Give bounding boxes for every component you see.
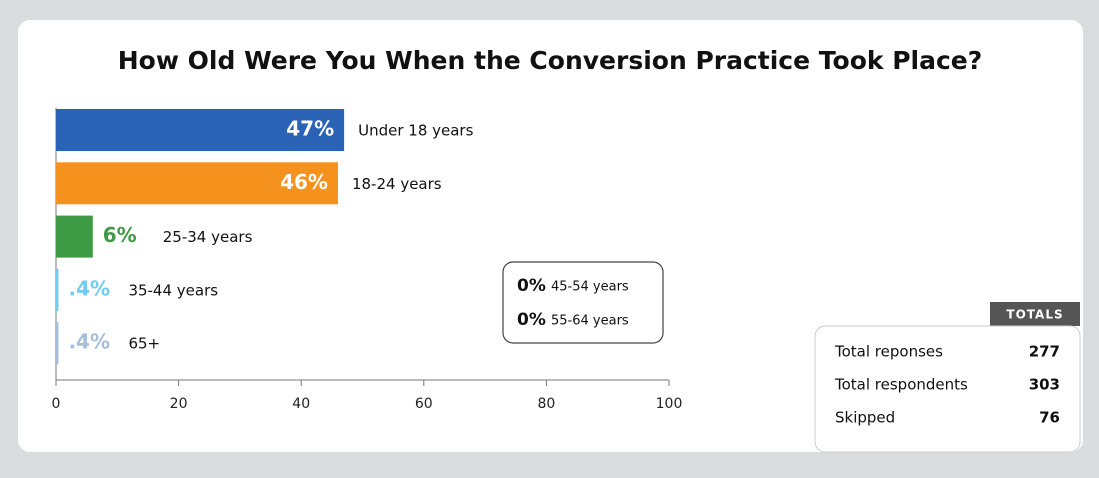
x-tick-label: 20 [170,396,188,412]
x-tick-label: 60 [415,396,433,412]
bar [56,109,345,151]
value-label: 47% [286,117,334,141]
category-label: Under 18 years [358,122,473,140]
category-label: 35-44 years [128,281,218,299]
x-tick-label: 80 [537,396,555,412]
totals-value: 76 [1039,409,1060,427]
bar [56,162,338,205]
totals-label: Total respondents [834,376,968,394]
category-label: 18-24 years [352,175,442,193]
annotation-value: 0% [517,276,546,296]
value-label: 46% [280,170,328,194]
x-tick-label: 100 [656,396,683,412]
value-label: 6% [103,223,137,247]
totals-tab [990,302,1080,326]
bar [56,322,59,365]
value-label: .4% [68,330,110,354]
totals-value: 277 [1029,343,1060,361]
annotation-value: 0% [517,310,546,330]
totals-title: TOTALS [1006,308,1063,322]
x-tick-label: 40 [292,396,310,412]
category-label: 65+ [128,335,160,353]
value-label: .4% [68,276,110,300]
bar [56,215,93,258]
totals-box [814,325,1081,453]
totals-label: Total reponses [834,343,943,361]
chart-title: How Old Were You When the Conversion Pra… [118,46,983,75]
annotation-text: 55-64 years [551,314,629,329]
category-label: 25-34 years [163,228,253,246]
annotation-text: 45-54 years [551,280,629,295]
bar [56,268,59,311]
totals-label: Skipped [835,409,895,427]
x-tick-label: 0 [52,396,61,412]
annotation-box [502,261,664,344]
totals-value: 303 [1029,376,1060,394]
